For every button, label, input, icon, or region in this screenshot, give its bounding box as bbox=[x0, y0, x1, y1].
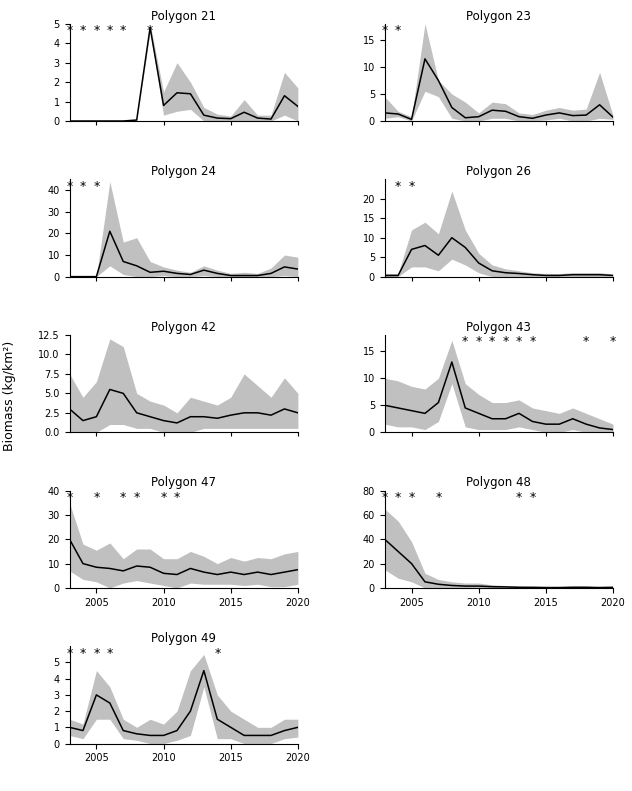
Text: *: * bbox=[174, 491, 180, 504]
Text: *: * bbox=[382, 24, 388, 37]
Title: Polygon 26: Polygon 26 bbox=[466, 165, 532, 178]
Text: *: * bbox=[395, 180, 401, 193]
Text: *: * bbox=[408, 491, 415, 504]
Text: *: * bbox=[66, 491, 73, 504]
Text: *: * bbox=[502, 335, 509, 348]
Text: *: * bbox=[395, 24, 401, 37]
Text: *: * bbox=[214, 646, 221, 660]
Title: Polygon 49: Polygon 49 bbox=[151, 632, 216, 645]
Title: Polygon 48: Polygon 48 bbox=[466, 476, 532, 490]
Text: *: * bbox=[94, 646, 99, 660]
Title: Polygon 21: Polygon 21 bbox=[151, 9, 216, 23]
Text: *: * bbox=[530, 491, 535, 504]
Text: *: * bbox=[475, 335, 482, 348]
Text: *: * bbox=[382, 491, 388, 504]
Text: *: * bbox=[94, 491, 99, 504]
Text: *: * bbox=[120, 491, 126, 504]
Text: *: * bbox=[107, 646, 113, 660]
Text: *: * bbox=[408, 180, 415, 193]
Text: *: * bbox=[66, 646, 73, 660]
Text: *: * bbox=[80, 180, 86, 193]
Title: Polygon 23: Polygon 23 bbox=[466, 9, 532, 23]
Text: *: * bbox=[489, 335, 495, 348]
Text: *: * bbox=[107, 24, 113, 37]
Text: *: * bbox=[66, 24, 73, 37]
Text: *: * bbox=[435, 491, 442, 504]
Text: *: * bbox=[94, 180, 99, 193]
Text: *: * bbox=[395, 491, 401, 504]
Text: *: * bbox=[516, 335, 522, 348]
Text: *: * bbox=[133, 491, 140, 504]
Text: *: * bbox=[80, 24, 86, 37]
Text: *: * bbox=[80, 646, 86, 660]
Text: *: * bbox=[516, 491, 522, 504]
Text: *: * bbox=[94, 24, 99, 37]
Text: *: * bbox=[66, 180, 73, 193]
Title: Polygon 24: Polygon 24 bbox=[151, 165, 216, 178]
Title: Polygon 43: Polygon 43 bbox=[466, 321, 532, 334]
Title: Polygon 42: Polygon 42 bbox=[151, 321, 216, 334]
Text: Biomass (kg/km²): Biomass (kg/km²) bbox=[3, 340, 16, 451]
Title: Polygon 47: Polygon 47 bbox=[151, 476, 216, 490]
Text: *: * bbox=[161, 491, 167, 504]
Text: *: * bbox=[583, 335, 589, 348]
Text: *: * bbox=[147, 24, 153, 37]
Text: *: * bbox=[530, 335, 535, 348]
Text: *: * bbox=[462, 335, 468, 348]
Text: *: * bbox=[120, 24, 126, 37]
Text: *: * bbox=[610, 335, 616, 348]
